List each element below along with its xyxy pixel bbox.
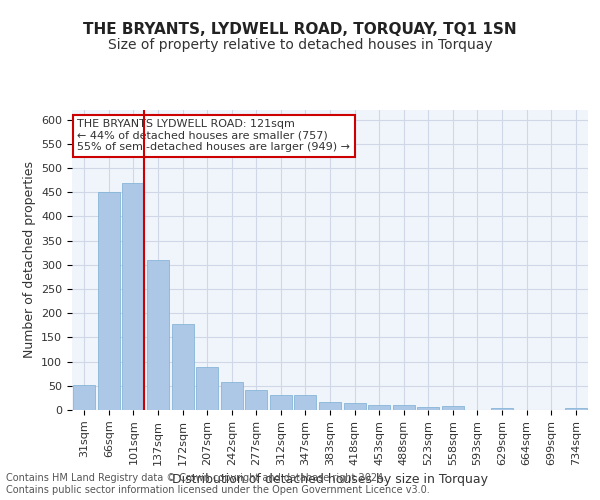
Text: Size of property relative to detached houses in Torquay: Size of property relative to detached ho… bbox=[107, 38, 493, 52]
Bar bbox=[73, 385, 95, 410]
Bar bbox=[319, 402, 341, 410]
Bar bbox=[491, 408, 513, 410]
Bar bbox=[368, 405, 390, 410]
Bar bbox=[98, 192, 120, 410]
Text: THE BRYANTS LYDWELL ROAD: 121sqm
← 44% of detached houses are smaller (757)
55% : THE BRYANTS LYDWELL ROAD: 121sqm ← 44% o… bbox=[77, 119, 350, 152]
Bar bbox=[122, 182, 145, 410]
X-axis label: Distribution of detached houses by size in Torquay: Distribution of detached houses by size … bbox=[172, 473, 488, 486]
Bar bbox=[417, 407, 439, 410]
Bar bbox=[565, 408, 587, 410]
Bar bbox=[270, 394, 292, 410]
Bar bbox=[344, 402, 365, 410]
Bar bbox=[196, 368, 218, 410]
Bar bbox=[221, 382, 243, 410]
Bar bbox=[442, 406, 464, 410]
Bar bbox=[295, 394, 316, 410]
Bar bbox=[172, 324, 194, 410]
Text: THE BRYANTS, LYDWELL ROAD, TORQUAY, TQ1 1SN: THE BRYANTS, LYDWELL ROAD, TORQUAY, TQ1 … bbox=[83, 22, 517, 38]
Text: Contains HM Land Registry data © Crown copyright and database right 2024.
Contai: Contains HM Land Registry data © Crown c… bbox=[6, 474, 430, 495]
Y-axis label: Number of detached properties: Number of detached properties bbox=[23, 162, 35, 358]
Bar bbox=[147, 260, 169, 410]
Bar bbox=[392, 405, 415, 410]
Bar bbox=[245, 390, 268, 410]
